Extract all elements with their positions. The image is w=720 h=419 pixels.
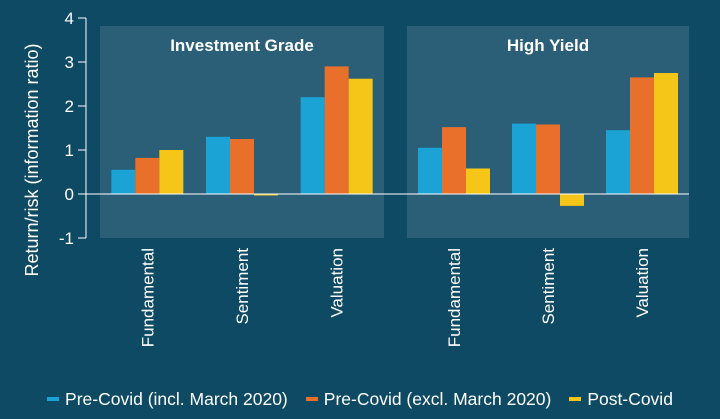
bar-high-yield-valuation-s1 [630,77,654,194]
y-axis-label: Return/risk (information ratio) [22,43,42,276]
bar-high-yield-sentiment-s0 [512,123,536,194]
bar-high-yield-fundamental-s2 [466,168,490,194]
y-tick-label: 2 [65,97,74,116]
legend: Pre-Covid (incl. March 2020) Pre-Covid (… [0,384,720,414]
legend-swatch-incl-march [47,397,60,401]
category-label-high-yield-valuation: Valuation [633,248,652,318]
bar-high-yield-valuation-s2 [654,73,678,194]
bar-high-yield-fundamental-s0 [418,147,442,194]
bar-investment-grade-valuation-s2 [348,78,373,194]
bar-investment-grade-valuation-s0 [300,97,325,194]
category-label-high-yield-fundamental: Fundamental [445,248,464,347]
category-label-investment-grade-valuation: Valuation [328,248,347,318]
panel-title-high-yield: High Yield [507,36,589,55]
category-label-high-yield-sentiment: Sentiment [539,248,558,325]
legend-item-incl-march: Pre-Covid (incl. March 2020) [47,389,288,410]
y-tick-label: 0 [65,185,74,204]
y-axis: -1 0 1 2 3 4 [59,9,689,248]
bar-investment-grade-sentiment-s0 [206,136,230,194]
bar-investment-grade-fundamental-s1 [135,157,160,194]
bars [111,66,678,206]
bar-high-yield-fundamental-s1 [442,127,466,194]
bar-high-yield-sentiment-s2 [560,194,584,206]
category-labels: Fundamental Sentiment Valuation Fundamental… [138,248,652,348]
category-label-investment-grade-fundamental: Fundamental [138,248,157,347]
bar-high-yield-sentiment-s1 [536,124,560,194]
bar-investment-grade-fundamental-s0 [111,169,136,194]
legend-swatch-excl-march [305,397,318,401]
panel-title-investment-grade: Investment Grade [170,36,314,55]
bar-investment-grade-sentiment-s1 [230,139,254,194]
chart-area: Investment Grade High Yield -1 0 1 2 3 4 Funda… [22,9,689,348]
y-tick-label: 1 [65,141,74,160]
legend-label-excl-march: Pre-Covid (excl. March 2020) [323,388,552,409]
panel-backgrounds: Investment Grade High Yield [100,26,689,238]
bar-investment-grade-sentiment-s2 [254,194,278,196]
category-label-investment-grade-sentiment: Sentiment [233,248,252,325]
legend-item-post-covid: Post-Covid [569,389,673,410]
legend-label-incl-march: Pre-Covid (incl. March 2020) [65,388,288,409]
bar-investment-grade-valuation-s1 [324,66,349,194]
legend-item-excl-march: Pre-Covid (excl. March 2020) [305,388,552,410]
y-tick-label: 3 [65,53,74,72]
y-tick-label: -1 [59,229,74,248]
bar-high-yield-valuation-s0 [606,130,630,194]
bar-investment-grade-fundamental-s2 [159,150,184,194]
y-tick-label: 4 [65,9,74,28]
legend-label-post-covid: Post-Covid [587,388,673,409]
legend-swatch-post-covid [569,397,582,401]
